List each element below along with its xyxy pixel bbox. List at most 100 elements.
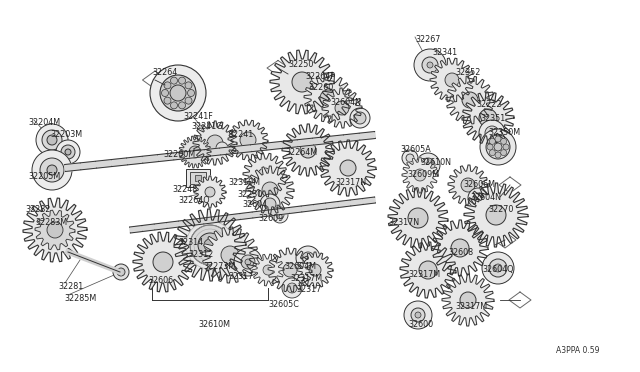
Circle shape (170, 85, 186, 101)
Circle shape (479, 109, 497, 127)
Circle shape (185, 82, 192, 89)
Circle shape (468, 188, 488, 208)
Text: 32610M: 32610M (198, 320, 230, 329)
Circle shape (56, 140, 80, 164)
Text: 32606: 32606 (148, 276, 173, 285)
Circle shape (461, 178, 475, 192)
Text: 32314: 32314 (178, 238, 203, 247)
Circle shape (480, 129, 516, 165)
Text: 32604Q: 32604Q (482, 265, 513, 274)
Polygon shape (388, 188, 448, 248)
Polygon shape (462, 92, 514, 144)
Circle shape (47, 135, 57, 145)
Text: 32241F: 32241F (183, 112, 212, 121)
Text: 32606M: 32606M (463, 180, 495, 189)
Circle shape (190, 225, 230, 265)
Circle shape (32, 150, 72, 190)
Text: 32222: 32222 (476, 100, 502, 109)
Circle shape (494, 264, 502, 272)
Circle shape (240, 132, 256, 148)
Circle shape (427, 62, 433, 68)
Circle shape (65, 149, 71, 155)
Circle shape (495, 152, 501, 158)
Circle shape (150, 65, 206, 121)
Text: 32270: 32270 (488, 205, 513, 214)
Text: 32317: 32317 (228, 272, 253, 281)
Text: 32608: 32608 (448, 248, 473, 257)
Bar (190, 172, 206, 184)
Circle shape (292, 72, 312, 92)
Polygon shape (133, 232, 193, 292)
Text: 32351: 32351 (480, 114, 505, 123)
Polygon shape (322, 88, 362, 128)
Circle shape (495, 136, 501, 142)
Text: 32285M: 32285M (64, 294, 96, 303)
Text: 32204M: 32204M (28, 118, 60, 127)
Circle shape (414, 169, 426, 181)
Text: 32267: 32267 (415, 35, 440, 44)
Circle shape (402, 150, 418, 166)
Circle shape (411, 308, 425, 322)
Text: 32317N: 32317N (388, 218, 419, 227)
Polygon shape (35, 210, 75, 250)
Text: 32248: 32248 (172, 185, 197, 194)
Text: 32264: 32264 (152, 68, 177, 77)
Circle shape (415, 312, 421, 318)
Circle shape (479, 120, 505, 146)
Circle shape (179, 77, 186, 84)
Text: 32600: 32600 (408, 320, 433, 329)
Text: 32283M: 32283M (35, 218, 67, 227)
Circle shape (489, 130, 495, 136)
Text: 32604M: 32604M (284, 262, 316, 271)
Circle shape (234, 248, 262, 276)
Circle shape (500, 138, 507, 144)
Text: 32604N: 32604N (330, 98, 361, 107)
Circle shape (419, 261, 437, 279)
Text: 32312: 32312 (188, 250, 213, 259)
Circle shape (414, 49, 446, 81)
Polygon shape (65, 132, 376, 171)
Circle shape (160, 75, 196, 111)
Circle shape (485, 126, 499, 140)
Polygon shape (400, 242, 456, 298)
Circle shape (188, 90, 195, 96)
Text: 32341: 32341 (432, 48, 457, 57)
Circle shape (408, 208, 428, 228)
Text: 32605A: 32605A (400, 145, 431, 154)
Bar (186, 169, 210, 187)
Circle shape (61, 145, 75, 159)
Circle shape (205, 187, 215, 197)
Text: 32317M: 32317M (290, 274, 322, 283)
Circle shape (296, 246, 320, 270)
Circle shape (406, 154, 414, 162)
Text: 32264P: 32264P (305, 72, 335, 81)
Circle shape (421, 158, 435, 172)
Circle shape (451, 239, 469, 257)
Text: 32310M: 32310M (228, 178, 260, 187)
Text: 32282: 32282 (25, 205, 51, 214)
Polygon shape (297, 252, 333, 288)
Polygon shape (432, 220, 488, 276)
Circle shape (207, 135, 223, 151)
Text: A3PPA 0.59: A3PPA 0.59 (557, 346, 600, 355)
Text: 32352: 32352 (455, 68, 481, 77)
Polygon shape (402, 157, 438, 193)
Circle shape (309, 264, 321, 276)
Circle shape (47, 165, 57, 175)
Polygon shape (228, 120, 268, 160)
Circle shape (422, 57, 438, 73)
Circle shape (487, 144, 493, 150)
Text: 32250: 32250 (288, 60, 314, 69)
Circle shape (276, 211, 284, 219)
Text: 32230: 32230 (237, 190, 262, 199)
Polygon shape (270, 50, 334, 114)
Text: 32609M: 32609M (407, 170, 439, 179)
Polygon shape (202, 227, 258, 283)
Text: 32350M: 32350M (488, 128, 520, 137)
Circle shape (40, 158, 64, 182)
Polygon shape (174, 209, 246, 281)
Circle shape (117, 268, 125, 276)
Circle shape (445, 73, 459, 87)
Circle shape (153, 252, 173, 272)
Polygon shape (243, 153, 287, 197)
